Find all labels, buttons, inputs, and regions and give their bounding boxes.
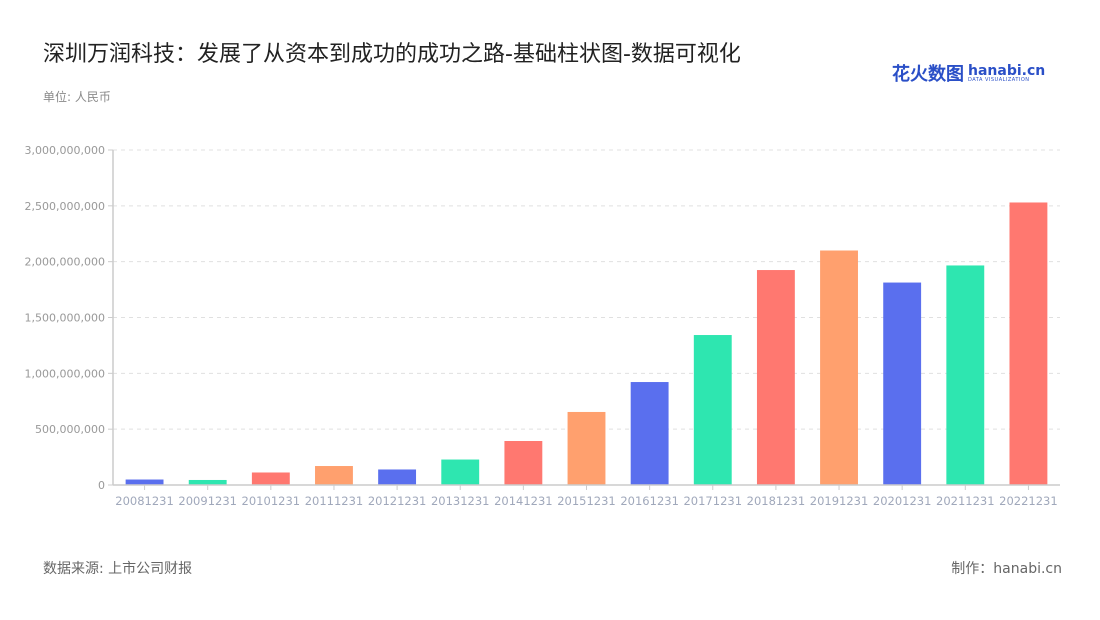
x-tick-label: 20091231 (178, 494, 237, 508)
x-tick-label: 20141231 (494, 494, 553, 508)
x-tick-label: 20221231 (999, 494, 1058, 508)
bar (125, 479, 164, 485)
logo-cn-text: 花火数图 (892, 64, 964, 85)
y-tick-label: 2,500,000,000 (25, 200, 105, 213)
x-tick-label: 20211231 (936, 494, 995, 508)
x-tick-label: 20171231 (683, 494, 742, 508)
y-tick-label: 1,500,000,000 (25, 312, 105, 325)
bar (315, 466, 353, 485)
x-tick-label: 20191231 (810, 494, 869, 508)
x-tick-label: 20201231 (873, 494, 932, 508)
brand-logo: 花火数图 hanabi.cn DATA VISUALIZATION (892, 60, 1045, 86)
logo-tagline: DATA VISUALIZATION (968, 76, 1030, 83)
x-tick-label: 20181231 (747, 494, 806, 508)
y-tick-label: 1,000,000,000 (25, 367, 105, 380)
logo-en: hanabi.cn DATA VISUALIZATION (968, 64, 1045, 83)
x-tick-label: 20121231 (368, 494, 427, 508)
y-tick-label: 3,000,000,000 (25, 144, 105, 157)
bar (1009, 202, 1048, 485)
bar (946, 265, 985, 485)
bar (504, 441, 543, 485)
chart-title: 深圳万润科技：发展了从资本到成功的成功之路-基础柱状图-数据可视化 (43, 42, 741, 67)
x-tick-label: 20151231 (557, 494, 616, 508)
bar (567, 411, 606, 485)
credit: 制作：hanabi.cn (951, 561, 1062, 577)
bar (251, 472, 290, 485)
bar (693, 335, 732, 485)
x-tick-label: 20081231 (115, 494, 174, 508)
bar (756, 270, 795, 485)
bar (630, 382, 669, 485)
y-tick-label: 2,000,000,000 (25, 256, 105, 269)
data-source: 数据来源: 上市公司财报 (43, 561, 193, 577)
bar (820, 250, 858, 485)
x-tick-label: 20131231 (431, 494, 490, 508)
bar (378, 469, 417, 485)
y-tick-label: 500,000,000 (35, 423, 105, 436)
bar (883, 282, 922, 485)
logo-en-text: hanabi.cn (968, 62, 1046, 79)
x-tick-label: 20111231 (305, 494, 364, 508)
x-tick-label: 20101231 (242, 494, 301, 508)
unit-label: 单位: 人民币 (43, 90, 111, 104)
bar (188, 479, 227, 485)
y-tick-label: 0 (98, 479, 105, 492)
bar (441, 459, 480, 485)
x-tick-label: 20161231 (620, 494, 679, 508)
